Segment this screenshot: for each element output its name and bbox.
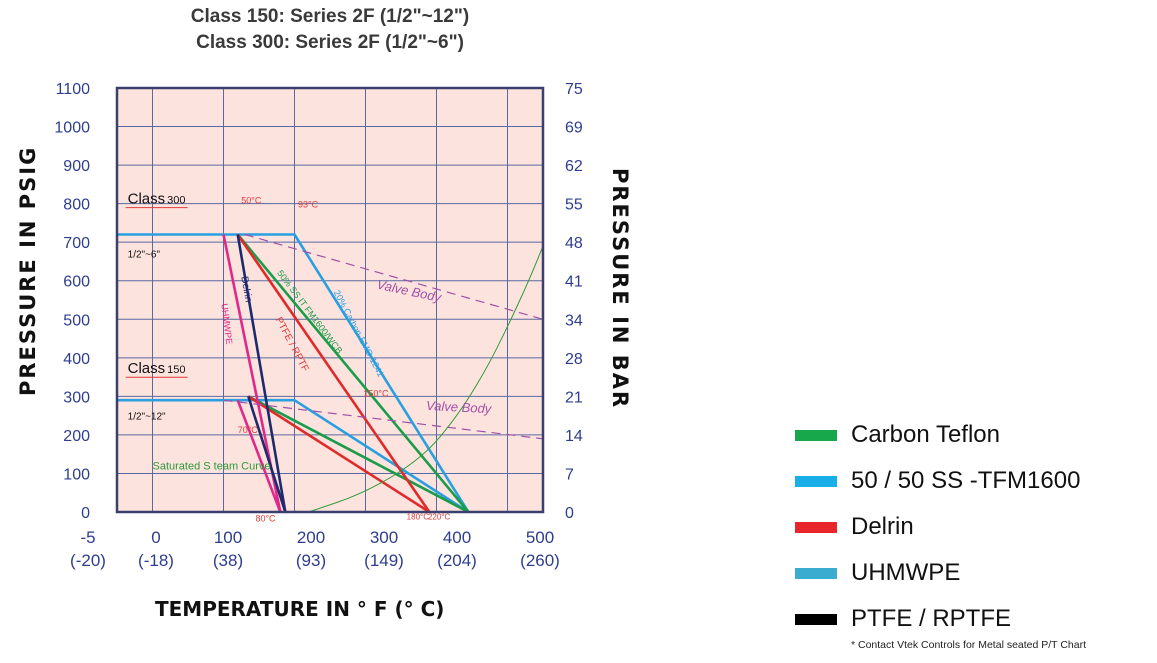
y-tick-label-left: 800 — [63, 197, 90, 214]
x-tick-label-f: -5 — [80, 528, 95, 547]
annotation-label: 70°C — [238, 425, 259, 435]
annotation-suffix: 150 — [167, 364, 185, 376]
annotation-label: 1/2"~12" — [128, 411, 166, 422]
y-tick-label-right: 28 — [565, 351, 583, 368]
y-tick-label-right: 62 — [565, 158, 583, 175]
x-axis-label: TEMPERATURE IN ° F (° C) — [155, 597, 445, 621]
series-class150_limit — [117, 398, 470, 514]
y-tick-label-left: 1000 — [54, 120, 90, 137]
y-tick-label-right: 55 — [565, 197, 583, 214]
annotation-label: Delrin — [238, 275, 253, 303]
annotation-label: 1/2"~6" — [128, 250, 161, 261]
x-tick-label-c: (204) — [437, 551, 477, 570]
legend-label: Delrin — [851, 513, 914, 540]
chart-title-line2: Class 300: Series 2F (1/2"~6") — [196, 32, 464, 53]
y-tick-label-right: 34 — [565, 312, 583, 329]
legend-item-delrin: Delrin — [795, 512, 1155, 542]
legend-label: Carbon Teflon — [851, 421, 1000, 448]
footnote: * Contact Vtek Controls for Metal seated… — [851, 639, 1086, 651]
legend-label: UHMWPE — [851, 559, 961, 586]
series-class300_limit — [117, 233, 470, 513]
plot-background — [117, 88, 543, 512]
legend-swatch — [795, 521, 837, 533]
x-tick-label-c: (-18) — [138, 551, 174, 570]
annotation-label: 220°C — [428, 513, 451, 522]
annotation-label: Class 150 — [128, 360, 186, 377]
x-tick-label-c: (-20) — [70, 551, 106, 570]
x-tick-label-f: 0 — [151, 528, 160, 547]
annotation-label: 50°C — [241, 196, 262, 206]
y-tick-label-right: 75 — [565, 81, 583, 98]
annotation-label: Saturated S team Curve — [153, 461, 271, 473]
series-delrin_150 — [247, 395, 431, 514]
series-carbon_teflon_300 — [236, 233, 470, 513]
annotation-label: 93°C — [298, 199, 319, 209]
y-tick-label-left: 300 — [63, 389, 90, 406]
annotation-label: UHMWPE — [219, 303, 234, 345]
annotation-label: 150°C — [363, 388, 389, 398]
y-tick-label-left: 700 — [63, 235, 90, 252]
legend-item-carbon-teflon: Carbon Teflon — [795, 420, 1155, 450]
legend-item-uhmwpe: UHMWPE — [795, 558, 1155, 588]
y-tick-label-left: 900 — [63, 158, 90, 175]
y-tick-label-right: 41 — [565, 274, 583, 291]
y-tick-label-right: 0 — [565, 505, 574, 522]
y-axis-left-label: PRESSURE IN PSIG — [16, 145, 40, 396]
x-tick-label-c: (93) — [296, 551, 326, 570]
annotation-label: Class 300 — [128, 191, 186, 208]
annotation-label: Valve Body — [426, 398, 493, 416]
y-tick-label-right: 48 — [565, 235, 583, 252]
y-tick-label-right: 69 — [565, 120, 583, 137]
series-ptfe_150 — [247, 396, 287, 513]
series-ptfe_300 — [236, 234, 287, 513]
series-valve_body_150 — [223, 399, 544, 440]
legend-item-ptfe-rptfe: PTFE / RPTFE — [795, 604, 1155, 634]
y-tick-label-left: 400 — [63, 351, 90, 368]
pressure-temperature-chart: Class 300 1/2"~6" Class 150 1/2"~12" 50°C 93°C 1… — [54, 81, 583, 570]
annotation-label: 180°C — [407, 513, 430, 522]
legend-swatch — [795, 475, 837, 487]
x-tick-label-c: (38) — [213, 551, 243, 570]
series-uhmwpe_150 — [236, 399, 282, 513]
x-tick-label-f: 300 — [370, 528, 398, 547]
y-tick-label-left: 100 — [63, 466, 90, 483]
legend-swatch — [795, 567, 837, 579]
x-tick-label-f: 100 — [214, 528, 242, 547]
annotation-suffix: 300 — [167, 195, 185, 207]
legend-swatch — [795, 429, 837, 441]
chart-title-line1: Class 150: Series 2F (1/2"~12") — [190, 6, 470, 27]
legend-label: 50 / 50 SS -TFM1600 — [851, 467, 1081, 494]
y-tick-label-right: 7 — [565, 466, 574, 483]
x-tick-label-f: 400 — [443, 528, 471, 547]
y-tick-label-left: 1100 — [56, 81, 91, 98]
legend-swatch — [795, 613, 837, 625]
x-tick-label-f: 500 — [526, 528, 554, 547]
y-tick-label-left: 500 — [63, 312, 90, 329]
series-carbon_teflon_150 — [247, 395, 470, 514]
y-axis-right-label: PRESSURE IN BAR — [608, 168, 632, 410]
series-saturated_steam — [308, 245, 544, 513]
annotation-label: 80°C — [255, 514, 276, 524]
legend-label: PTFE / RPTFE — [851, 605, 1012, 632]
series-valve_body_300 — [244, 233, 544, 320]
y-tick-label-left: 0 — [81, 505, 90, 522]
y-tick-label-left: 200 — [63, 428, 90, 445]
x-tick-label-f: 200 — [297, 528, 325, 547]
series-delrin_300 — [236, 233, 431, 513]
y-tick-label-right: 21 — [565, 389, 583, 406]
y-tick-label-right: 14 — [565, 428, 583, 445]
x-tick-label-c: (260) — [520, 551, 560, 570]
legend-item-ss-tfm1600: 50 / 50 SS -TFM1600 — [795, 466, 1155, 496]
y-tick-label-left: 600 — [63, 274, 90, 291]
plot-frame — [115, 86, 545, 514]
x-tick-label-c: (149) — [364, 551, 404, 570]
